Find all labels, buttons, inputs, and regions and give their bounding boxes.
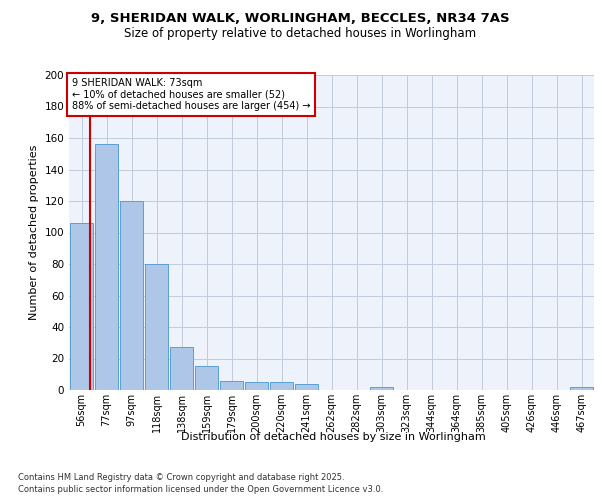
Text: Contains public sector information licensed under the Open Government Licence v3: Contains public sector information licen…	[18, 485, 383, 494]
Bar	[220, 380, 243, 390]
Text: 9 SHERIDAN WALK: 73sqm
← 10% of detached houses are smaller (52)
88% of semi-det: 9 SHERIDAN WALK: 73sqm ← 10% of detached…	[71, 78, 310, 112]
Y-axis label: Number of detached properties: Number of detached properties	[29, 145, 39, 320]
Bar	[370, 387, 393, 390]
Bar	[270, 382, 293, 390]
Bar	[570, 387, 593, 390]
Bar	[120, 201, 143, 390]
Text: Distribution of detached houses by size in Worlingham: Distribution of detached houses by size …	[181, 432, 485, 442]
Bar	[170, 348, 193, 390]
Text: 9, SHERIDAN WALK, WORLINGHAM, BECCLES, NR34 7AS: 9, SHERIDAN WALK, WORLINGHAM, BECCLES, N…	[91, 12, 509, 26]
Bar	[195, 366, 218, 390]
Bar	[145, 264, 168, 390]
Text: Contains HM Land Registry data © Crown copyright and database right 2025.: Contains HM Land Registry data © Crown c…	[18, 472, 344, 482]
Text: Size of property relative to detached houses in Worlingham: Size of property relative to detached ho…	[124, 28, 476, 40]
Bar	[245, 382, 268, 390]
Bar	[70, 223, 93, 390]
Bar	[95, 144, 118, 390]
Bar	[295, 384, 318, 390]
